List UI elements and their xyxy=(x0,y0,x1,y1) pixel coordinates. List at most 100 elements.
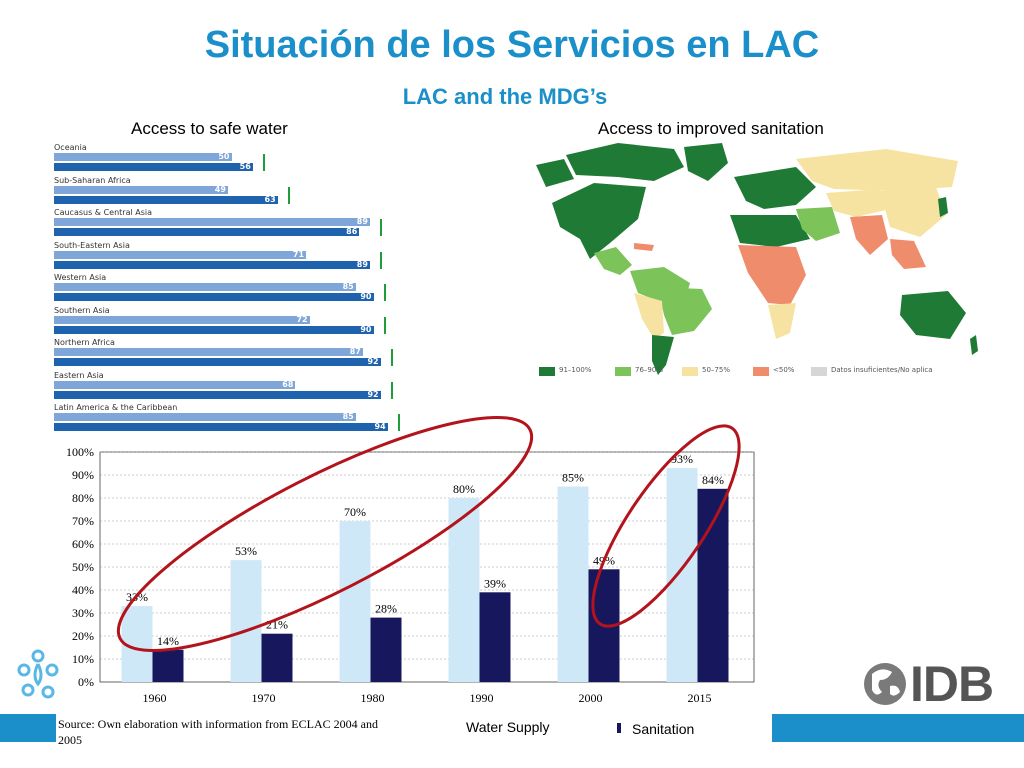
region-target-marker xyxy=(287,186,290,204)
map-east-asia xyxy=(880,187,946,237)
idb-logo: IDB xyxy=(862,654,1012,714)
region-row: Western Asia 85 90 xyxy=(54,273,414,305)
region-value: 92 xyxy=(367,357,379,366)
legend-sanitation: Sanitation xyxy=(632,721,695,737)
map-canada xyxy=(566,143,684,181)
map-southeast-asia xyxy=(890,239,926,269)
legend-label: Datos insuficientes/No aplica xyxy=(831,366,933,374)
region-value: 89 xyxy=(356,217,368,226)
bar-water-supply xyxy=(666,468,698,682)
map-central-america xyxy=(594,247,632,275)
bar-sanitation xyxy=(261,633,293,682)
region-row: Southern Asia 72 90 xyxy=(54,306,414,338)
region-bar-2006: 90 xyxy=(54,292,374,301)
region-bar-2006: 92 xyxy=(54,390,381,399)
map-south-america-south xyxy=(652,335,674,375)
map-south-asia xyxy=(850,215,888,255)
region-row: Latin America & the Caribbean 85 94 xyxy=(54,403,414,435)
region-row: Northern Africa 87 92 xyxy=(54,338,414,370)
region-name: Northern Africa xyxy=(54,338,115,347)
page-title: Situación de los Servicios en LAC xyxy=(204,24,820,66)
map-south-america-west xyxy=(634,293,664,339)
map-brazil xyxy=(658,287,712,335)
region-value: 85 xyxy=(342,282,354,291)
logo-dot xyxy=(21,683,35,697)
region-row: South-Eastern Asia 71 89 xyxy=(54,241,414,273)
region-bar-2006: 63 xyxy=(54,194,278,204)
y-tick-label: 90% xyxy=(72,468,94,482)
legend-swatch xyxy=(539,367,555,376)
map-legend: 91–100% 76–90% 50–75% <50% Datos insufic… xyxy=(539,365,979,379)
region-name: South-Eastern Asia xyxy=(54,240,130,250)
region-bar-2006: 94 xyxy=(54,422,388,431)
data-label: 39% xyxy=(484,576,506,590)
legend-sanitation-swatch xyxy=(617,723,621,733)
y-tick-label: 80% xyxy=(72,491,94,505)
map-north-africa xyxy=(730,215,810,247)
legend-label: 91–100% xyxy=(559,366,592,374)
region-bar-1990: 85 xyxy=(54,412,356,421)
region-bar-1990: 85 xyxy=(54,282,356,291)
x-tick-label: 1980 xyxy=(361,691,385,705)
region-name: Sub-Saharan Africa xyxy=(54,175,131,185)
legend-label: <50% xyxy=(773,366,795,374)
x-tick-label: 1990 xyxy=(470,691,494,705)
region-value: 68 xyxy=(282,379,294,389)
idb-globe-icon xyxy=(864,663,906,705)
region-name: Latin America & the Caribbean xyxy=(54,403,178,412)
region-target-marker xyxy=(397,414,400,431)
bar-sanitation xyxy=(479,592,511,682)
region-value: 63 xyxy=(264,194,276,204)
region-value: 56 xyxy=(239,162,251,171)
map-japan xyxy=(938,197,948,217)
legend-swatch xyxy=(811,367,827,376)
region-name: Western Asia xyxy=(54,273,107,282)
region-target-marker xyxy=(379,219,382,236)
region-bar-2006: 86 xyxy=(54,227,360,236)
map-middle-east xyxy=(796,207,840,241)
legend-label: 50–75% xyxy=(702,366,730,374)
legend-water-supply: Water Supply xyxy=(466,719,550,735)
region-target-marker xyxy=(390,349,393,366)
water-panel-label: Access to safe water xyxy=(131,119,288,138)
bar-water-supply xyxy=(448,498,480,682)
region-target-marker xyxy=(379,251,382,269)
map-central-africa xyxy=(738,245,806,305)
data-label: 80% xyxy=(453,482,475,496)
y-tick-label: 100% xyxy=(66,445,94,459)
y-tick-label: 50% xyxy=(72,560,94,574)
bar-water-supply xyxy=(339,521,371,682)
data-label: 70% xyxy=(344,505,366,519)
region-row: Sub-Saharan Africa 49 63 xyxy=(54,176,414,208)
map-russia xyxy=(796,149,958,191)
region-row: Oceania 50 56 xyxy=(54,143,414,175)
map-new-zealand xyxy=(970,335,978,355)
region-value: 72 xyxy=(296,314,308,324)
region-value: 71 xyxy=(292,249,305,259)
map-southern-africa xyxy=(768,303,796,339)
source-note: Source: Own elaboration with information… xyxy=(58,717,378,747)
region-bar-1990: 72 xyxy=(54,314,310,324)
region-value: 50 xyxy=(218,152,230,161)
footer-band xyxy=(0,714,56,742)
bar-water-supply xyxy=(230,560,262,682)
region-bar-2006: 89 xyxy=(54,260,370,269)
region-name: Southern Asia xyxy=(54,305,110,315)
region-target-marker xyxy=(262,154,265,171)
y-tick-label: 30% xyxy=(72,606,94,620)
x-tick-label: 1960 xyxy=(143,691,167,705)
bar-sanitation xyxy=(152,649,184,682)
logo-dot xyxy=(41,685,55,699)
data-label: 53% xyxy=(235,544,257,558)
region-value: 49 xyxy=(214,184,226,194)
region-bar-2006: 56 xyxy=(54,162,253,171)
y-tick-label: 60% xyxy=(72,537,94,551)
water-access-panel: Oceania 50 56 Sub-Saharan Africa 49 63 Caucasu… xyxy=(54,143,414,433)
map-central-asia xyxy=(826,189,890,217)
map-greenland xyxy=(684,143,728,181)
y-tick-label: 0% xyxy=(78,675,94,689)
logo-swirl xyxy=(33,663,43,687)
region-bar-1990: 49 xyxy=(54,184,228,194)
x-tick-label: 1970 xyxy=(252,691,276,705)
logo-dot xyxy=(45,663,59,677)
